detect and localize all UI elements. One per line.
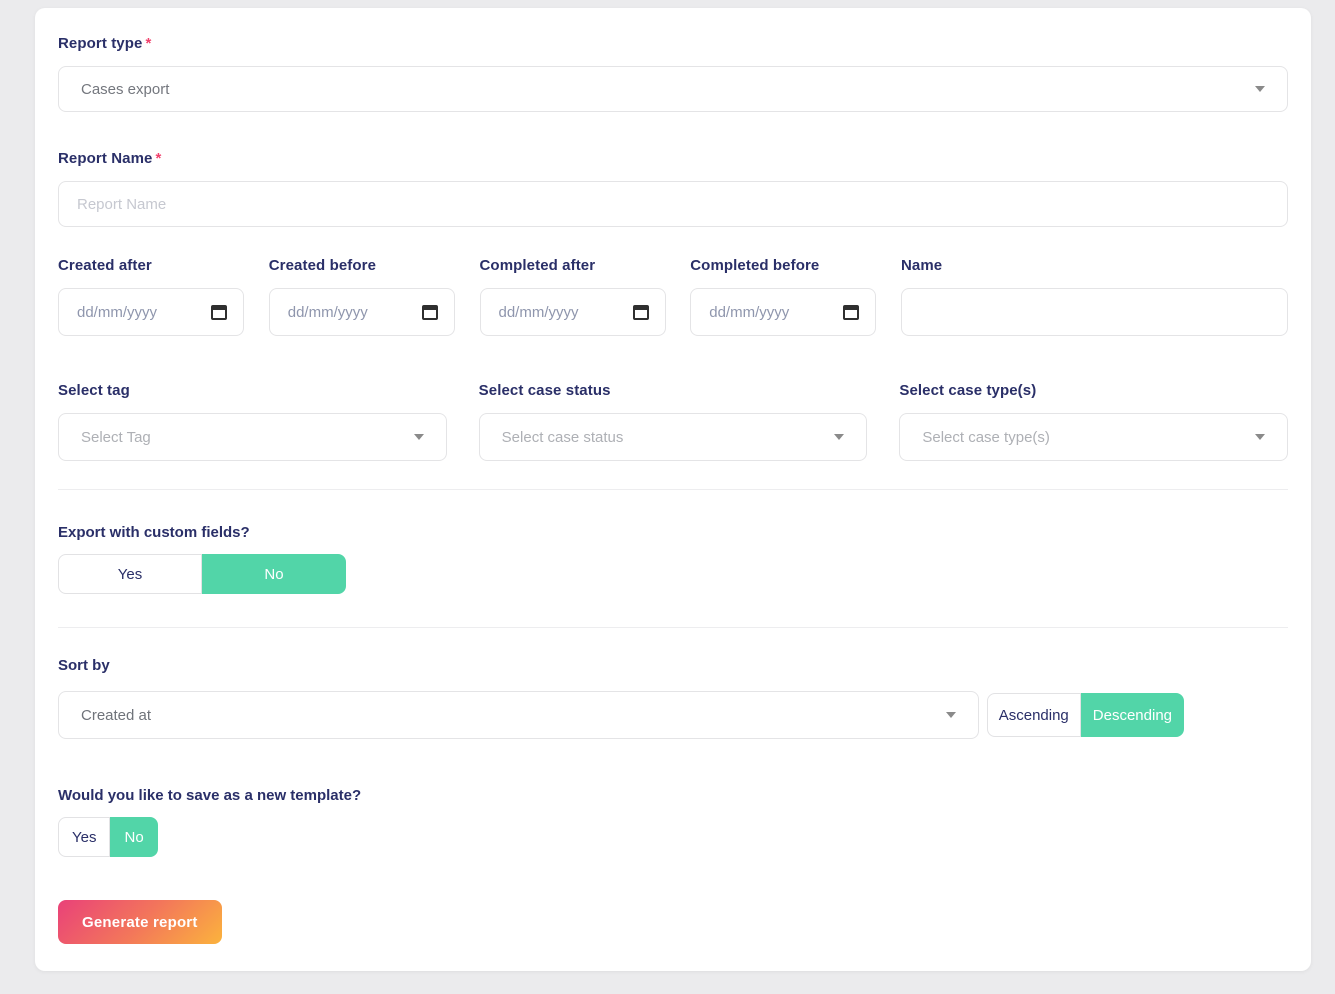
report-form-card: Report type* Cases export Report Name* C… xyxy=(35,8,1311,971)
sort-ascending-button[interactable]: Ascending xyxy=(986,693,1081,737)
chevron-down-icon xyxy=(1255,434,1266,440)
save-template-no-button[interactable]: No xyxy=(110,817,158,857)
completed-before-field: Completed before dd/mm/yyyy xyxy=(690,257,877,336)
completed-after-input[interactable]: dd/mm/yyyy xyxy=(479,288,666,336)
completed-before-label: Completed before xyxy=(690,257,820,274)
calendar-icon[interactable] xyxy=(843,304,860,320)
name-filter-field: Name xyxy=(901,257,1288,336)
report-type-value: Cases export xyxy=(81,80,170,98)
report-type-select[interactable]: Cases export xyxy=(58,66,1288,112)
report-name-label-text: Report Name xyxy=(58,150,153,167)
calendar-icon[interactable] xyxy=(632,304,649,320)
created-before-field: Created before dd/mm/yyyy xyxy=(268,257,455,336)
chevron-down-icon xyxy=(945,712,956,718)
dropdowns-row: Select tag Select Tag Select case status… xyxy=(58,382,1289,461)
custom-fields-toggle: Yes No xyxy=(58,554,346,594)
date-placeholder: dd/mm/yyyy xyxy=(77,303,158,321)
select-case-status-field: Select case status Select case status xyxy=(478,382,868,461)
chevron-down-icon xyxy=(1255,86,1265,92)
created-after-input[interactable]: dd/mm/yyyy xyxy=(58,288,244,336)
custom-fields-question: Export with custom fields? xyxy=(58,524,250,541)
calendar-icon[interactable] xyxy=(421,304,438,320)
select-case-status-label: Select case status xyxy=(478,382,611,399)
date-placeholder: dd/mm/yyyy xyxy=(498,303,579,321)
report-type-label-text: Report type xyxy=(58,35,143,52)
date-placeholder: dd/mm/yyyy xyxy=(709,303,790,321)
select-case-types-label: Select case type(s) xyxy=(899,382,1037,399)
created-before-input[interactable]: dd/mm/yyyy xyxy=(268,288,455,336)
generate-report-button[interactable]: Generate report xyxy=(58,900,222,944)
name-filter-input[interactable] xyxy=(901,288,1288,336)
select-tag-label: Select tag xyxy=(58,382,130,399)
save-template-toggle: Yes No xyxy=(58,817,158,857)
select-case-status-select[interactable]: Select case status xyxy=(478,413,868,461)
sort-row: Created at Ascending Descending xyxy=(58,691,1288,739)
save-template-yes-button[interactable]: Yes xyxy=(58,817,111,857)
save-template-question: Would you like to save as a new template… xyxy=(58,787,362,804)
completed-after-field: Completed after dd/mm/yyyy xyxy=(479,257,666,336)
select-tag-field: Select tag Select Tag xyxy=(58,382,447,461)
required-asterisk: * xyxy=(155,150,162,167)
sort-by-label: Sort by xyxy=(58,657,110,674)
select-case-types-placeholder: Select case type(s) xyxy=(922,428,1050,446)
report-name-label: Report Name * xyxy=(58,150,1288,167)
custom-fields-no-button[interactable]: No xyxy=(202,554,346,594)
required-asterisk: * xyxy=(145,35,152,52)
calendar-icon[interactable] xyxy=(211,304,227,320)
chevron-down-icon xyxy=(413,434,424,440)
created-after-field: Created after dd/mm/yyyy xyxy=(58,257,244,336)
filters-row: Created after dd/mm/yyyy Created before … xyxy=(58,257,1288,336)
report-type-label: Report type * xyxy=(58,35,1288,52)
select-tag-select[interactable]: Select Tag xyxy=(58,413,447,461)
name-filter-label: Name xyxy=(901,257,943,274)
select-case-types-select[interactable]: Select case type(s) xyxy=(899,413,1289,461)
sort-by-select[interactable]: Created at xyxy=(58,691,979,739)
sort-order-toggle: Ascending Descending xyxy=(986,693,1184,737)
custom-fields-yes-button[interactable]: Yes xyxy=(58,554,202,594)
select-case-types-field: Select case type(s) Select case type(s) xyxy=(899,382,1289,461)
report-name-input[interactable] xyxy=(58,181,1288,227)
date-placeholder: dd/mm/yyyy xyxy=(287,303,368,321)
completed-before-input[interactable]: dd/mm/yyyy xyxy=(690,288,877,336)
select-case-status-placeholder: Select case status xyxy=(501,428,624,446)
sort-by-value: Created at xyxy=(81,706,152,724)
chevron-down-icon xyxy=(834,434,845,440)
section-divider xyxy=(58,627,1288,628)
created-after-label: Created after xyxy=(58,257,152,274)
section-divider xyxy=(58,489,1288,490)
sort-descending-button[interactable]: Descending xyxy=(1080,693,1184,737)
created-before-label: Created before xyxy=(268,257,377,274)
completed-after-label: Completed after xyxy=(479,257,596,274)
select-tag-placeholder: Select Tag xyxy=(81,428,151,446)
